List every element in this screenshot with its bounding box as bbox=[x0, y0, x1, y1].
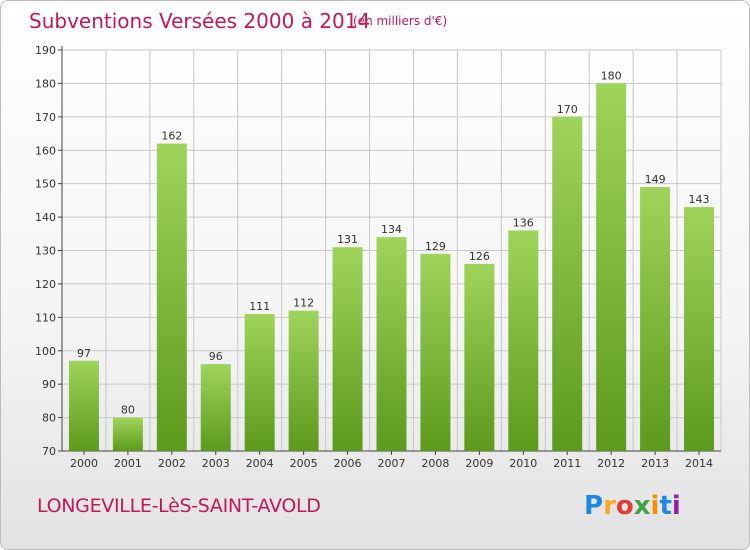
y-tick-label: 140 bbox=[35, 211, 56, 224]
logo-letter: o bbox=[615, 491, 634, 521]
x-tick-label-2003: 2003 bbox=[202, 457, 230, 470]
bar-2001[interactable] bbox=[112, 417, 143, 451]
value-label-2001: 80 bbox=[121, 404, 135, 417]
y-tick-label: 150 bbox=[35, 178, 56, 191]
value-label-2004: 111 bbox=[249, 300, 270, 313]
x-tick-label-2011: 2011 bbox=[553, 457, 581, 470]
y-tick-label: 90 bbox=[42, 378, 56, 391]
x-tick-label-2006: 2006 bbox=[334, 457, 362, 470]
value-label-2008: 129 bbox=[425, 240, 446, 253]
y-tick-label: 120 bbox=[35, 278, 56, 291]
bars bbox=[68, 83, 715, 452]
x-tick-label-2012: 2012 bbox=[597, 457, 625, 470]
y-tick-label: 100 bbox=[35, 345, 56, 358]
value-label-2014: 143 bbox=[689, 193, 710, 206]
value-label-2003: 96 bbox=[209, 350, 223, 363]
proxiti-logo[interactable]: Proxiti bbox=[584, 491, 681, 521]
bar-2009[interactable] bbox=[464, 263, 495, 451]
value-label-2007: 134 bbox=[381, 223, 402, 236]
value-label-2013: 149 bbox=[645, 173, 666, 186]
value-label-2006: 131 bbox=[337, 233, 358, 246]
logo-letter: r bbox=[603, 491, 616, 521]
y-tick-label: 190 bbox=[35, 44, 56, 57]
bar-2007[interactable] bbox=[376, 237, 407, 451]
x-tick-label-2004: 2004 bbox=[246, 457, 274, 470]
logo-letter: x bbox=[633, 491, 651, 521]
bar-2005[interactable] bbox=[288, 310, 319, 451]
commune-name: LONGEVILLE-LèS-SAINT-AVOLD bbox=[37, 495, 321, 517]
logo-letter: P bbox=[584, 491, 604, 521]
logo-letter: t bbox=[659, 491, 672, 521]
x-tick-label-2000: 2000 bbox=[70, 457, 98, 470]
y-tick-label: 170 bbox=[35, 111, 56, 124]
bar-2013[interactable] bbox=[640, 187, 671, 451]
x-tick-label-2013: 2013 bbox=[641, 457, 669, 470]
x-tick-label-2002: 2002 bbox=[158, 457, 186, 470]
value-label-2002: 162 bbox=[161, 130, 182, 143]
logo-letter: i bbox=[671, 491, 681, 521]
value-label-2009: 126 bbox=[469, 250, 490, 263]
x-tick-label-2014: 2014 bbox=[685, 457, 713, 470]
chart-title: Subventions Versées 2000 à 2014 bbox=[29, 9, 371, 33]
value-label-2011: 170 bbox=[557, 103, 578, 116]
y-tick-label: 70 bbox=[42, 445, 56, 458]
y-tick-label: 80 bbox=[42, 412, 56, 425]
y-tick-label: 160 bbox=[35, 144, 56, 157]
y-tick-label: 180 bbox=[35, 77, 56, 90]
y-tick-label: 110 bbox=[35, 311, 56, 324]
value-label-2005: 112 bbox=[293, 297, 314, 310]
data-labels: 97 80 162 96 111 112 131 134 129 126 136 170 180 149 1… bbox=[77, 69, 710, 416]
y-tick-label: 130 bbox=[35, 245, 56, 258]
bar-2006[interactable] bbox=[332, 247, 363, 451]
value-label-2012: 180 bbox=[601, 69, 622, 82]
x-tick-label-2001: 2001 bbox=[114, 457, 142, 470]
value-label-2000: 97 bbox=[77, 347, 91, 360]
bar-2011[interactable] bbox=[552, 116, 583, 451]
bar-2008[interactable] bbox=[420, 253, 451, 451]
bar-2010[interactable] bbox=[508, 230, 539, 451]
x-tick-label-2009: 2009 bbox=[465, 457, 493, 470]
x-tick-label-2007: 2007 bbox=[378, 457, 406, 470]
bar-2014[interactable] bbox=[684, 207, 715, 451]
bar-2004[interactable] bbox=[244, 313, 275, 451]
bar-2000[interactable] bbox=[68, 360, 99, 451]
x-tick-label-2010: 2010 bbox=[509, 457, 537, 470]
x-tick-label-2005: 2005 bbox=[290, 457, 318, 470]
x-tick-label-2008: 2008 bbox=[421, 457, 449, 470]
chart-subtitle: (en milliers d'€) bbox=[353, 14, 448, 28]
logo-letter: i bbox=[650, 491, 660, 521]
bar-2003[interactable] bbox=[200, 364, 231, 451]
value-label-2010: 136 bbox=[513, 216, 534, 229]
bar-2012[interactable] bbox=[596, 83, 627, 452]
bar-2002[interactable] bbox=[156, 143, 187, 452]
